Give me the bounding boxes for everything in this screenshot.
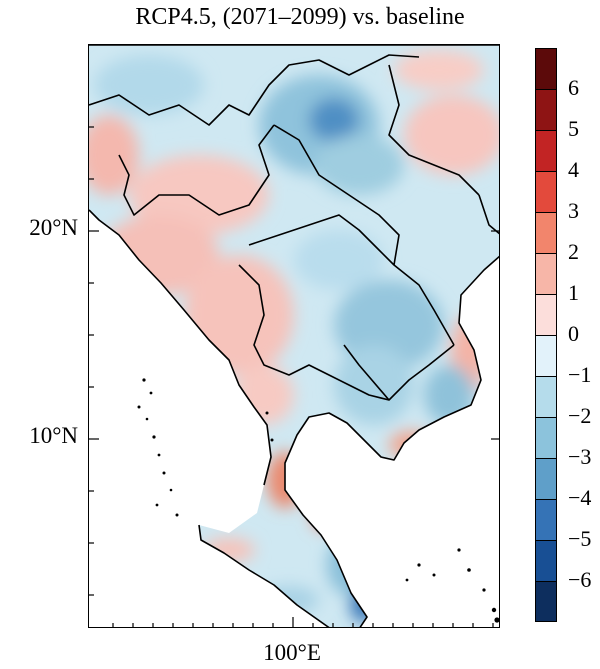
- colorbar-segment: [536, 377, 556, 418]
- colorbar-segment: [536, 49, 556, 90]
- map-svg: [89, 45, 499, 627]
- colorbar-tick-label: 3: [568, 198, 579, 223]
- lat-label-20n: 20°N: [29, 215, 78, 240]
- island-specks: [137, 378, 499, 623]
- colorbar-segment: [536, 295, 556, 336]
- map-panel: [88, 44, 500, 628]
- colorbar-tick-label: −5: [568, 526, 592, 551]
- colorbar-tick-label: 5: [568, 116, 579, 141]
- colorbar-tick-label: 1: [568, 280, 579, 305]
- colorbar-tick-label: 0: [568, 321, 579, 346]
- colorbar: [535, 48, 557, 622]
- axis-ticks: [89, 126, 499, 627]
- colorbar-tick-label: 2: [568, 239, 579, 264]
- coastlines: [89, 45, 499, 627]
- colorbar-tick-label: −2: [568, 403, 592, 428]
- colorbar-tick-label: 6: [568, 75, 579, 100]
- colorbar-segment: [536, 500, 556, 541]
- colorbar-segment: [536, 172, 556, 213]
- colorbar-tick-label: −3: [568, 444, 592, 469]
- colorbar-segment: [536, 213, 556, 254]
- colorbar-segment: [536, 418, 556, 459]
- colorbar-segment: [536, 541, 556, 582]
- colorbar-segment: [536, 459, 556, 500]
- colorbar-tick-label: 4: [568, 157, 579, 182]
- colorbar-segment: [536, 336, 556, 377]
- colorbar-segment: [536, 90, 556, 131]
- anomaly-field: [89, 45, 499, 627]
- colorbar-segment: [536, 254, 556, 295]
- map-title: RCP4.5, (2071–2099) vs. baseline: [135, 4, 465, 30]
- colorbar-tick-label: −1: [568, 362, 592, 387]
- colorbar-tick-label: −6: [568, 567, 592, 592]
- colorbar-segment: [536, 582, 556, 621]
- colorbar-tick-label: −4: [568, 485, 592, 510]
- colorbar-segment: [536, 131, 556, 172]
- lat-label-10n: 10°N: [29, 423, 78, 448]
- lon-label-100e: 100°E: [263, 640, 321, 665]
